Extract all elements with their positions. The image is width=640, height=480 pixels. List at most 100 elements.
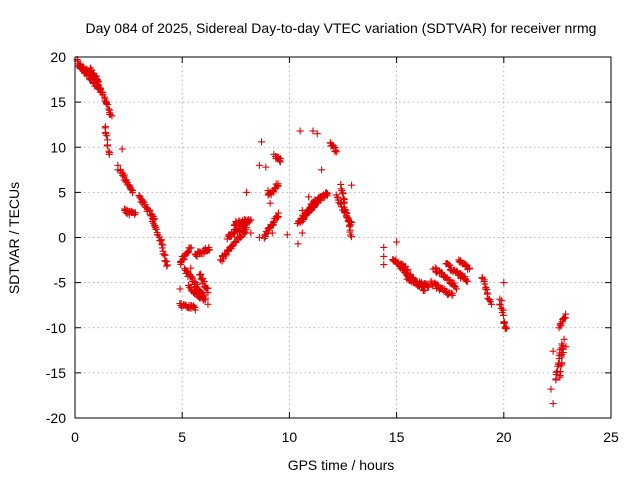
- data-point: [247, 229, 255, 237]
- data-point: [400, 264, 408, 272]
- data-point: [92, 77, 100, 85]
- y-tick-label: 5: [58, 184, 66, 200]
- data-point: [264, 187, 272, 195]
- data-point: [503, 324, 511, 332]
- data-point: [562, 343, 570, 351]
- data-point: [94, 78, 102, 86]
- data-point: [206, 246, 214, 254]
- data-point: [300, 216, 308, 224]
- data-point: [329, 142, 337, 150]
- data-point: [556, 368, 564, 376]
- x-tick-label: 0: [71, 429, 79, 445]
- data-point: [404, 273, 412, 281]
- data-point: [562, 310, 570, 318]
- data-point: [318, 166, 326, 174]
- data-point: [380, 243, 388, 251]
- data-point: [105, 105, 113, 113]
- data-point: [322, 190, 330, 198]
- data-point: [557, 362, 565, 370]
- x-tick-label: 25: [603, 429, 619, 445]
- data-point: [102, 99, 110, 107]
- data-point: [500, 279, 508, 287]
- x-axis-label: GPS time / hours: [288, 457, 395, 473]
- y-tick-labels: -20 -15 -10 -5 0 5 10 15 20: [46, 49, 66, 426]
- data-point: [274, 181, 282, 189]
- data-point: [339, 189, 347, 197]
- data-point: [305, 193, 313, 201]
- data-point: [189, 277, 197, 285]
- data-point: [427, 277, 435, 285]
- data-point: [262, 163, 270, 171]
- data-point: [318, 194, 326, 202]
- data-point: [345, 218, 353, 226]
- data-point: [429, 265, 437, 273]
- grid: [75, 57, 611, 418]
- y-tick-label: 15: [50, 94, 66, 110]
- data-point: [204, 300, 212, 308]
- data-point: [204, 289, 212, 297]
- data-point: [552, 368, 560, 376]
- data-point: [380, 252, 388, 260]
- data-point: [446, 279, 454, 287]
- data-point: [481, 285, 489, 293]
- x-tick-label: 5: [178, 429, 186, 445]
- y-axis-label: SDTVAR / TECUs: [6, 182, 22, 294]
- data-point: [163, 261, 171, 269]
- x-tick-label: 10: [282, 429, 298, 445]
- data-point: [148, 217, 156, 225]
- data-point: [104, 100, 112, 108]
- data-point: [313, 130, 321, 138]
- data-point: [348, 181, 356, 189]
- data-point: [114, 161, 122, 169]
- data-point: [276, 158, 284, 166]
- data-point: [103, 132, 111, 140]
- data-point: [105, 150, 113, 158]
- data-point: [266, 199, 274, 207]
- data-point: [499, 311, 507, 319]
- data-point: [425, 283, 433, 291]
- data-point: [547, 385, 555, 393]
- data-point: [559, 342, 567, 350]
- data-point: [265, 225, 273, 233]
- data-point: [283, 231, 291, 239]
- data-point: [158, 240, 166, 248]
- x-tick-label: 20: [496, 429, 512, 445]
- data-point: [393, 238, 401, 246]
- data-point: [139, 197, 147, 205]
- data-point: [268, 229, 276, 237]
- data-point: [560, 335, 568, 343]
- y-tick-label: -20: [46, 410, 66, 426]
- data-point: [560, 315, 568, 323]
- data-point: [132, 209, 140, 217]
- x-tick-label: 15: [389, 429, 405, 445]
- data-point: [158, 244, 166, 252]
- data-point: [273, 214, 281, 222]
- data-point: [498, 297, 506, 305]
- data-point: [500, 319, 508, 327]
- data-point: [478, 274, 486, 282]
- data-point: [191, 306, 199, 314]
- data-point: [337, 185, 345, 193]
- y-tick-label: -15: [46, 365, 66, 381]
- data-point: [136, 194, 144, 202]
- data-series: [73, 56, 570, 408]
- axis-ticks: [74, 56, 612, 419]
- data-point: [464, 277, 472, 285]
- data-point: [237, 234, 245, 242]
- data-point: [201, 296, 209, 304]
- data-point: [465, 265, 473, 273]
- data-point: [180, 256, 188, 264]
- data-point: [417, 279, 425, 287]
- chart-title: Day 084 of 2025, Sidereal Day-to-day VTE…: [86, 20, 597, 36]
- data-point: [496, 301, 504, 309]
- y-tick-label: -10: [46, 320, 66, 336]
- data-point: [151, 224, 159, 232]
- data-point: [103, 141, 111, 149]
- data-point: [448, 292, 456, 300]
- data-point: [178, 252, 186, 260]
- data-point: [261, 231, 269, 239]
- y-tick-label: 20: [50, 49, 66, 65]
- data-point: [258, 138, 266, 146]
- data-point: [187, 244, 195, 252]
